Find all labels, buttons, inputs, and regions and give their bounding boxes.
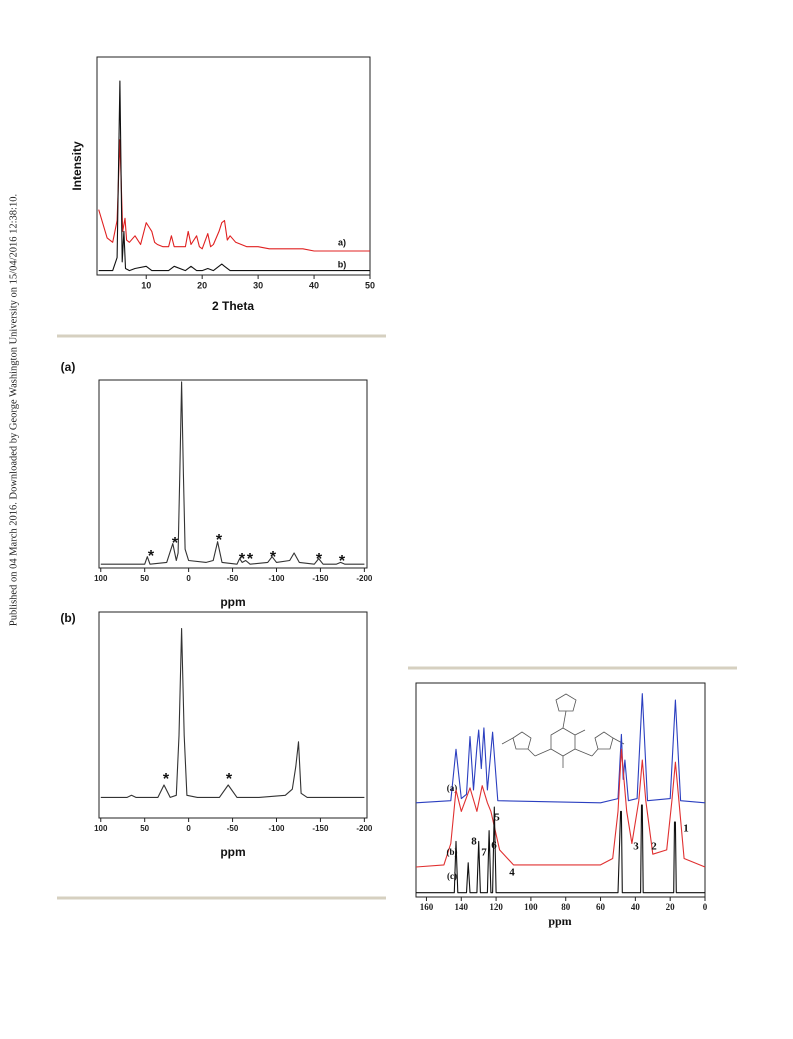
x-tick-label: 160 [420,902,434,912]
x-tick-label: -150 [312,574,329,583]
x-tick-label: -100 [268,824,285,833]
x-tick-label: -50 [227,824,239,833]
x-axis-label: ppm [548,914,571,928]
peak-annotation: * [247,551,254,568]
x-tick-label: -100 [268,574,285,583]
peak-annotation: 5 [494,812,500,824]
spectrum-line [100,381,365,565]
x-tick-label: -200 [356,824,373,833]
series-label: (c) [447,871,457,881]
x-axis-label: ppm [220,595,245,609]
peak-annotation: * [239,551,246,568]
chart: 160 140 120 100 80 60 40 20 0(a)(b)(c)ppm1234567… [415,682,708,928]
x-tick-label: 40 [309,280,319,290]
x-axis-label: 2 Theta [212,299,254,313]
x-tick-label: 140 [455,902,469,912]
peak-annotation: * [172,535,179,552]
peak-annotation: * [163,771,170,788]
peak-annotation: * [339,553,346,570]
x-tick-label: 50 [140,574,149,583]
peak-annotation: * [226,771,233,788]
x-tick-label: 120 [489,902,503,912]
series-label: a) [338,237,346,247]
spectrum-line [415,693,706,804]
x-tick-label: 100 [524,902,538,912]
x-tick-label: 100 [94,574,108,583]
x-tick-label: 40 [631,902,641,912]
chart: 10 20 30 40 50 a) b) 2 Theta Intensity [70,56,375,313]
peak-annotation: 7 [481,847,487,859]
peak-annotation: 8 [471,836,477,848]
x-tick-label: 0 [703,902,708,912]
side-note: Published on 04 March 2016. Downloaded b… [8,194,19,626]
peak-annotation: * [270,549,277,566]
panel-label: (a) [61,360,76,374]
spectrum-line [98,80,370,272]
series-label: b) [338,259,347,269]
plot-frame [415,682,706,898]
plot-frame [98,379,368,569]
series-label: (a) [447,783,458,793]
panel-label: (b) [60,611,75,625]
peak-annotation: * [216,532,223,549]
molecule [501,693,625,768]
chart: 100 50 0 -50 -100 -150 -200 ppm (b) * * [60,611,373,859]
spectrum-line [98,139,370,252]
x-tick-label: 50 [140,824,149,833]
x-tick-label: 50 [365,280,375,290]
x-tick-label: 20 [666,902,676,912]
spectrum-line [100,627,365,798]
spectrum-line [416,804,705,894]
x-tick-label: 0 [186,574,191,583]
peak-annotation: * [316,551,323,568]
x-tick-label: -150 [312,824,329,833]
peak-annotation: * [148,548,155,565]
x-tick-label: 100 [94,824,108,833]
x-tick-label: 80 [561,902,571,912]
plot-frame [96,56,371,276]
peak-annotation: 3 [633,841,639,853]
y-axis-label: Intensity [70,141,84,191]
x-tick-label: -50 [227,574,239,583]
plot-frame [98,611,368,819]
x-tick-label: 20 [197,280,207,290]
peak-annotation: 1 [683,823,689,835]
x-tick-label: 30 [253,280,263,290]
peak-annotation: 4 [509,867,515,879]
peak-annotation: 6 [491,840,497,852]
x-tick-label: 60 [596,902,606,912]
x-tick-label: 0 [186,824,191,833]
x-tick-label: -200 [356,574,373,583]
series-label: (b) [447,847,458,857]
spectrum-line [415,748,706,868]
x-axis-label: ppm [220,845,245,859]
peak-annotation: 2 [651,841,657,853]
x-tick-label: 10 [141,280,151,290]
